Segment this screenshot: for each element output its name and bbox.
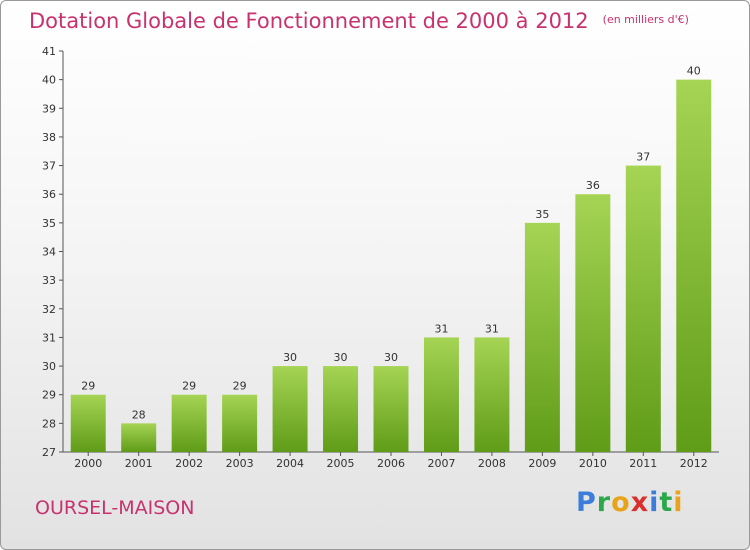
x-tick-label: 2001: [125, 457, 153, 470]
bar: [474, 337, 510, 452]
y-tick-label: 38: [42, 131, 56, 144]
bar: [625, 165, 661, 453]
y-tick-label: 30: [42, 360, 56, 373]
bar-group: 31 2008: [474, 322, 510, 470]
bar-value-label: 30: [334, 351, 348, 364]
logo-letter: o: [611, 487, 631, 518]
y-tick-label: 40: [42, 74, 56, 87]
bar-value-label: 36: [586, 179, 600, 192]
bar-value-label: 37: [636, 151, 650, 164]
logo-letter: i: [673, 487, 684, 518]
bar-group: 30 2004: [272, 351, 308, 470]
x-tick-label: 2008: [478, 457, 506, 470]
x-tick-label: 2002: [175, 457, 203, 470]
bar-group: 29 2003: [222, 380, 258, 470]
x-tick-label: 2012: [680, 457, 708, 470]
bar-group: 28 2001: [121, 408, 157, 470]
bar-group: 36 2010: [575, 179, 611, 470]
bar-value-label: 29: [233, 380, 247, 393]
y-tick-label: 39: [42, 102, 56, 115]
x-tick-label: 2011: [629, 457, 657, 470]
bar: [575, 194, 611, 452]
x-tick-label: 2003: [226, 457, 254, 470]
y-tick-label: 29: [42, 389, 56, 402]
bar-value-label: 29: [182, 380, 196, 393]
chart-unit: (en milliers d'€): [602, 13, 689, 26]
bar-value-label: 28: [132, 408, 146, 421]
bar: [222, 394, 258, 452]
x-tick-label: 2007: [427, 457, 455, 470]
bar-group: 31 2007: [423, 322, 459, 470]
bar-value-label: 40: [687, 65, 701, 78]
bar-group: 29 2000: [70, 380, 106, 470]
bar: [323, 366, 359, 452]
bar: [70, 394, 106, 452]
x-tick-label: 2010: [579, 457, 607, 470]
chart-title-text: Dotation Globale de Fonctionnement de 20…: [29, 9, 589, 33]
bar: [272, 366, 308, 452]
proxiti-logo: Proxiti: [576, 487, 684, 518]
bar: [676, 79, 712, 453]
bar-value-label: 29: [81, 380, 95, 393]
x-tick-label: 2009: [528, 457, 556, 470]
logo-letter: t: [659, 487, 674, 518]
logo-letter: x: [630, 487, 650, 518]
bar-value-label: 30: [384, 351, 398, 364]
x-tick-label: 2000: [74, 457, 102, 470]
y-tick-label: 35: [42, 217, 56, 230]
bar-group: 37 2011: [625, 151, 661, 470]
bar: [423, 337, 459, 452]
y-tick-label: 32: [42, 303, 56, 316]
y-tick-label: 41: [42, 45, 56, 58]
y-tick-label: 37: [42, 160, 56, 173]
y-tick-label: 36: [42, 188, 56, 201]
bar-value-label: 31: [434, 322, 448, 335]
bar: [171, 394, 207, 452]
chart-title: Dotation Globale de Fonctionnement de 20…: [29, 9, 689, 33]
bar: [524, 222, 560, 452]
bar-value-label: 30: [283, 351, 297, 364]
bar-group: 35 2009: [524, 208, 560, 470]
commune-name: OURSEL-MAISON: [35, 497, 195, 519]
bar-group: 29 2002: [171, 380, 207, 470]
bar-value-label: 31: [485, 322, 499, 335]
x-tick-label: 2005: [327, 457, 355, 470]
logo-letter: r: [596, 487, 612, 518]
y-tick-label: 34: [42, 246, 56, 259]
bar: [121, 423, 157, 452]
y-tick-label: 31: [42, 331, 56, 344]
bar: [373, 366, 409, 452]
bar-group: 40 2012: [676, 65, 712, 470]
y-tick-label: 27: [42, 446, 56, 459]
y-tick-label: 28: [42, 417, 56, 430]
bar-value-label: 35: [535, 208, 549, 221]
x-tick-label: 2006: [377, 457, 405, 470]
bar-group: 30 2005: [323, 351, 359, 470]
logo-letter: i: [649, 487, 660, 518]
logo-letter: P: [576, 487, 597, 518]
x-tick-label: 2004: [276, 457, 304, 470]
y-tick-label: 33: [42, 274, 56, 287]
bar-group: 30 2006: [373, 351, 409, 470]
